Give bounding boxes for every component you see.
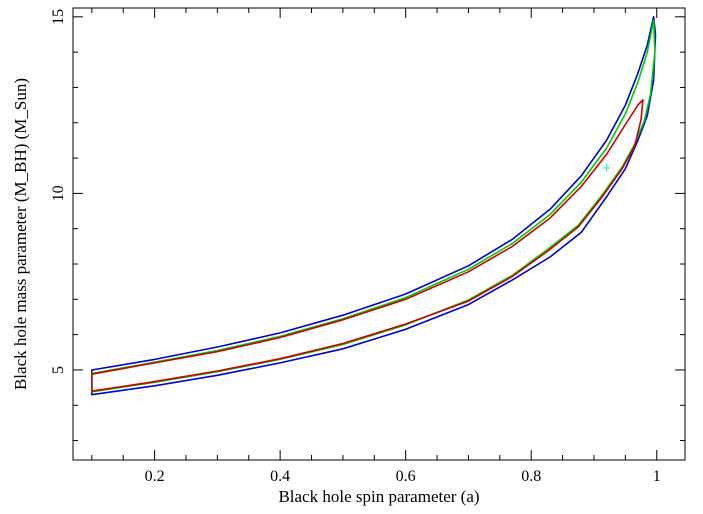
- plot-frame: [72, 7, 686, 461]
- contour-series: [91, 16, 657, 396]
- best-fit-marker-layer: [602, 163, 611, 172]
- contour-inner-red: [91, 99, 644, 392]
- x-tick-label: 0.8: [521, 468, 541, 485]
- y-axis-ticks: 5 10 15: [50, 9, 685, 442]
- x-tick-label: 1: [653, 468, 661, 485]
- y-tick-label: 10: [50, 185, 67, 201]
- best-fit-marker: [602, 163, 611, 172]
- x-axis-label: Black hole spin parameter (a): [278, 487, 479, 506]
- x-tick-label: 0.2: [145, 468, 165, 485]
- y-tick-label: 15: [50, 9, 67, 25]
- contour-middle-green: [91, 19, 656, 393]
- y-tick-label: 5: [50, 366, 67, 374]
- x-tick-label: 0.6: [396, 468, 416, 485]
- y-axis-label: Black hole mass parameter (M_BH) (M_Sun): [11, 78, 30, 390]
- x-axis-ticks: 0.2 0.4 0.6 0.8 1: [91, 8, 661, 485]
- x-tick-label: 0.4: [270, 468, 290, 485]
